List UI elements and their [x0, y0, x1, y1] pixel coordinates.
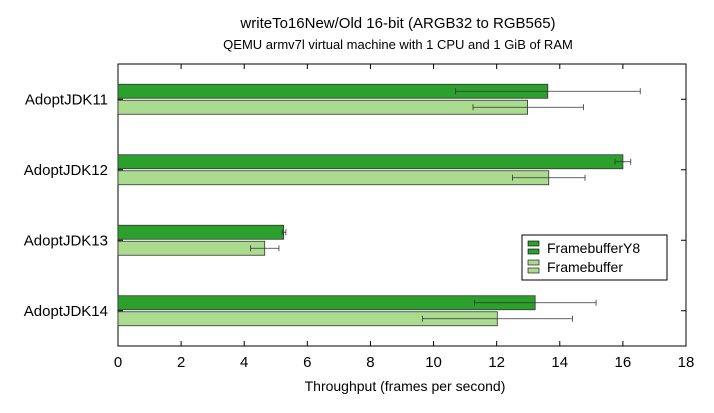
bar-framebuffer-adoptjdk13	[117, 240, 266, 256]
chart-title: writeTo16New/Old 16-bit (ARGB32 to RGB56…	[239, 15, 555, 32]
bars	[117, 83, 624, 327]
legend-swatch-framebuffery8	[527, 240, 540, 247]
x-tick-label-16: 16	[615, 354, 632, 371]
plot-area	[117, 63, 687, 347]
legend-swatch-framebuffer-2	[527, 267, 540, 274]
legend-box	[521, 234, 668, 281]
x-tick-label-8: 8	[366, 354, 374, 371]
y-tick-label-adoptjdk13: AdoptJDK13	[24, 232, 108, 249]
x-tick-label-4: 4	[240, 354, 248, 371]
y-axis: AdoptJDK11 AdoptJDK12 AdoptJDK13 AdoptJDK14	[24, 91, 686, 320]
x-tick-label-14: 14	[551, 354, 568, 371]
x-axis: 0 2 4 6 8 10 12 14 16 18	[114, 64, 695, 371]
bar-framebuffer-adoptjdk11	[117, 99, 528, 115]
legend-label-framebuffery8: FramebufferY8	[547, 240, 640, 256]
x-tick-label-6: 6	[303, 354, 311, 371]
x-axis-label: Throughput (frames per second)	[305, 378, 506, 394]
x-tick-label-12: 12	[488, 354, 505, 371]
y-tick-label-adoptjdk14: AdoptJDK14	[24, 303, 108, 320]
error-bars	[250, 88, 641, 322]
legend-swatch-framebuffer	[527, 259, 540, 266]
y-tick-label-adoptjdk12: AdoptJDK12	[24, 162, 108, 179]
chart-subtitle: QEMU armv7l virtual machine with 1 CPU a…	[223, 37, 573, 52]
x-tick-label-18: 18	[678, 354, 695, 371]
legend-swatch-framebuffery8-2	[527, 248, 540, 255]
legend-label-framebuffer: Framebuffer	[547, 259, 623, 275]
bar-framebuffery8-adoptjdk13	[117, 224, 285, 240]
bar-framebuffery8-adoptjdk14	[117, 295, 536, 311]
x-tick-label-10: 10	[425, 354, 442, 371]
bar-framebuffery8-adoptjdk12	[117, 154, 624, 170]
y-tick-label-adoptjdk11: AdoptJDK11	[25, 91, 108, 108]
legend: FramebufferY8 Framebuffer	[521, 234, 668, 281]
x-tick-label-0: 0	[114, 354, 122, 371]
x-tick-label-2: 2	[177, 354, 185, 371]
bar-framebuffer-adoptjdk12	[117, 170, 550, 186]
